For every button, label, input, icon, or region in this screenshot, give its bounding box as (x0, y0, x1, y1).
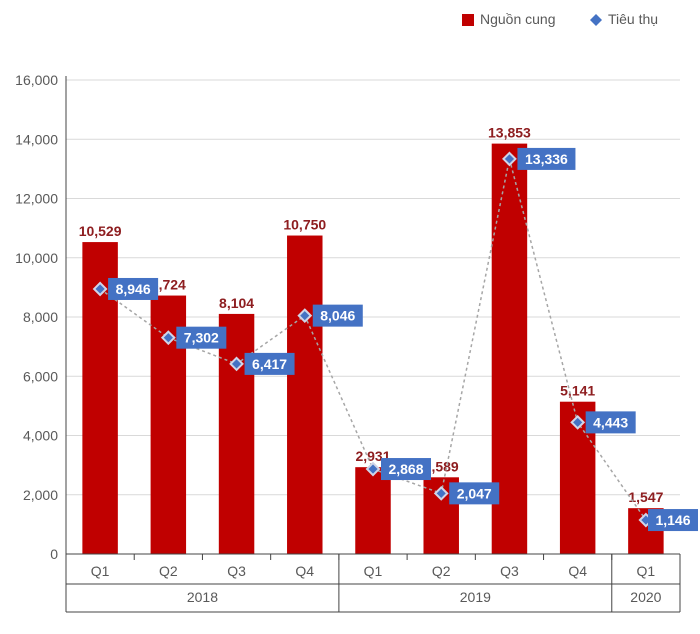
legend-label: Tiêu thụ (608, 11, 658, 27)
line-value-label: 4,443 (593, 414, 628, 430)
x-category-label: Q1 (637, 563, 656, 579)
chart-container: 0 2,000 4,000 6,000 8,000 10,000 12,000 14,000 1… (0, 0, 700, 634)
bar-value-label: 8,104 (219, 295, 254, 311)
bar-value-label: 1,547 (628, 489, 663, 505)
y-tick-label: 4,000 (23, 428, 58, 444)
line-value-label: 2,047 (457, 485, 492, 501)
y-tick-label: 0 (50, 546, 58, 562)
line-value-label: 1,146 (655, 512, 690, 528)
y-tick-label: 12,000 (15, 191, 58, 207)
y-tick-label: 2,000 (23, 487, 58, 503)
legend-label: Nguồn cung (480, 11, 556, 27)
bar (287, 236, 322, 554)
y-tick-label: 6,000 (23, 368, 58, 384)
x-category-label: Q4 (568, 563, 587, 579)
legend-square-icon (462, 14, 474, 26)
bar-value-label: 10,529 (79, 223, 122, 239)
bar (355, 467, 390, 554)
y-tick-label: 8,000 (23, 309, 58, 325)
line-value-label: 8,946 (116, 281, 151, 297)
bar (219, 314, 254, 554)
line-value-label: 8,046 (320, 308, 355, 324)
x-category-label: Q4 (295, 563, 314, 579)
x-category-label: Q2 (159, 563, 178, 579)
x-year-label: 2018 (187, 589, 218, 605)
bar-value-label: 10,750 (283, 217, 326, 233)
line-value-label: 7,302 (184, 330, 219, 346)
x-category-label: Q3 (227, 563, 246, 579)
y-tick-label: 10,000 (15, 250, 58, 266)
bar-value-label: 5,141 (560, 383, 595, 399)
x-year-label: 2019 (460, 589, 491, 605)
x-year-label: 2020 (630, 589, 661, 605)
legend-diamond-icon (590, 14, 602, 26)
bar-value-label: 13,853 (488, 125, 531, 141)
y-tick-label: 14,000 (15, 131, 58, 147)
x-category-label: Q1 (91, 563, 110, 579)
x-category-label: Q1 (364, 563, 383, 579)
chart-svg: 0 2,000 4,000 6,000 8,000 10,000 12,000 14,000 1… (0, 0, 700, 634)
x-category-label: Q2 (432, 563, 451, 579)
line-value-label: 13,336 (525, 151, 568, 167)
x-category-label: Q3 (500, 563, 519, 579)
y-tick-label: 16,000 (15, 72, 58, 88)
line-value-label: 6,417 (252, 356, 287, 372)
line-value-label: 2,868 (388, 461, 423, 477)
